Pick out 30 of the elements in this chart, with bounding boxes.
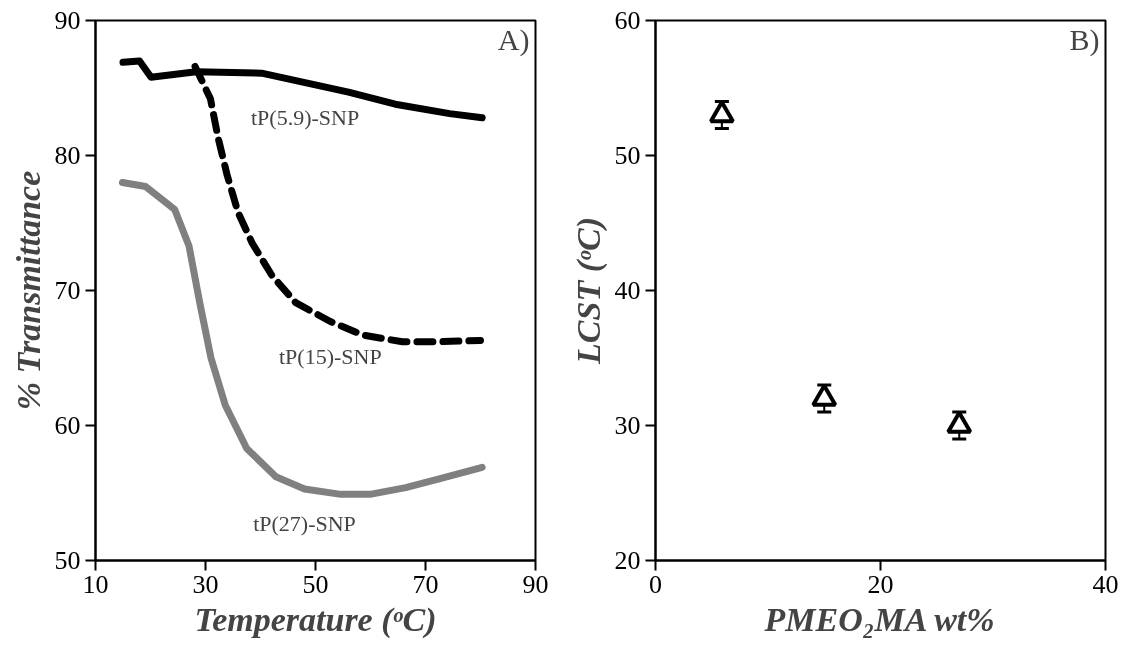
- y-tick-label: 80: [54, 141, 81, 170]
- point: [811, 383, 838, 407]
- point: [946, 410, 973, 434]
- y-tick-label: 50: [54, 546, 81, 575]
- point: [708, 100, 735, 124]
- x-tick-label: 20: [867, 569, 894, 599]
- y-tick-label: 90: [54, 6, 81, 35]
- y-tick-label: 60: [54, 411, 81, 440]
- y-tick-label: 50: [614, 141, 641, 170]
- y-axis-title: % Transmittance: [9, 170, 47, 411]
- series-label: tP(5.9)-SNP: [250, 104, 360, 130]
- series-label: tP(27)-SNP: [253, 510, 356, 536]
- x-axis-title: PMEO₂MA wt%: [763, 600, 995, 638]
- y-axis-title: LCST (ᵒC): [569, 217, 608, 365]
- annotation: B): [1069, 22, 1100, 57]
- y-tick-label: 70: [54, 276, 81, 305]
- x-axis-title: Temperature (ᵒC): [194, 600, 437, 639]
- y-tick-label: 60: [614, 6, 641, 35]
- x-tick-label: 10: [82, 569, 109, 599]
- y-tick-label: 30: [614, 411, 641, 440]
- y-tick-label: 20: [614, 546, 641, 575]
- x-tick-label: 50: [302, 569, 329, 599]
- x-tick-label: 70: [412, 569, 439, 599]
- x-tick-label: 30: [192, 569, 219, 599]
- series-label: tP(15)-SNP: [279, 343, 382, 369]
- annotation: A): [497, 22, 530, 57]
- x-tick-label: 0: [649, 569, 662, 599]
- x-tick-label: 90: [522, 569, 549, 599]
- y-tick-label: 40: [614, 276, 641, 305]
- x-tick-label: 40: [1092, 569, 1119, 599]
